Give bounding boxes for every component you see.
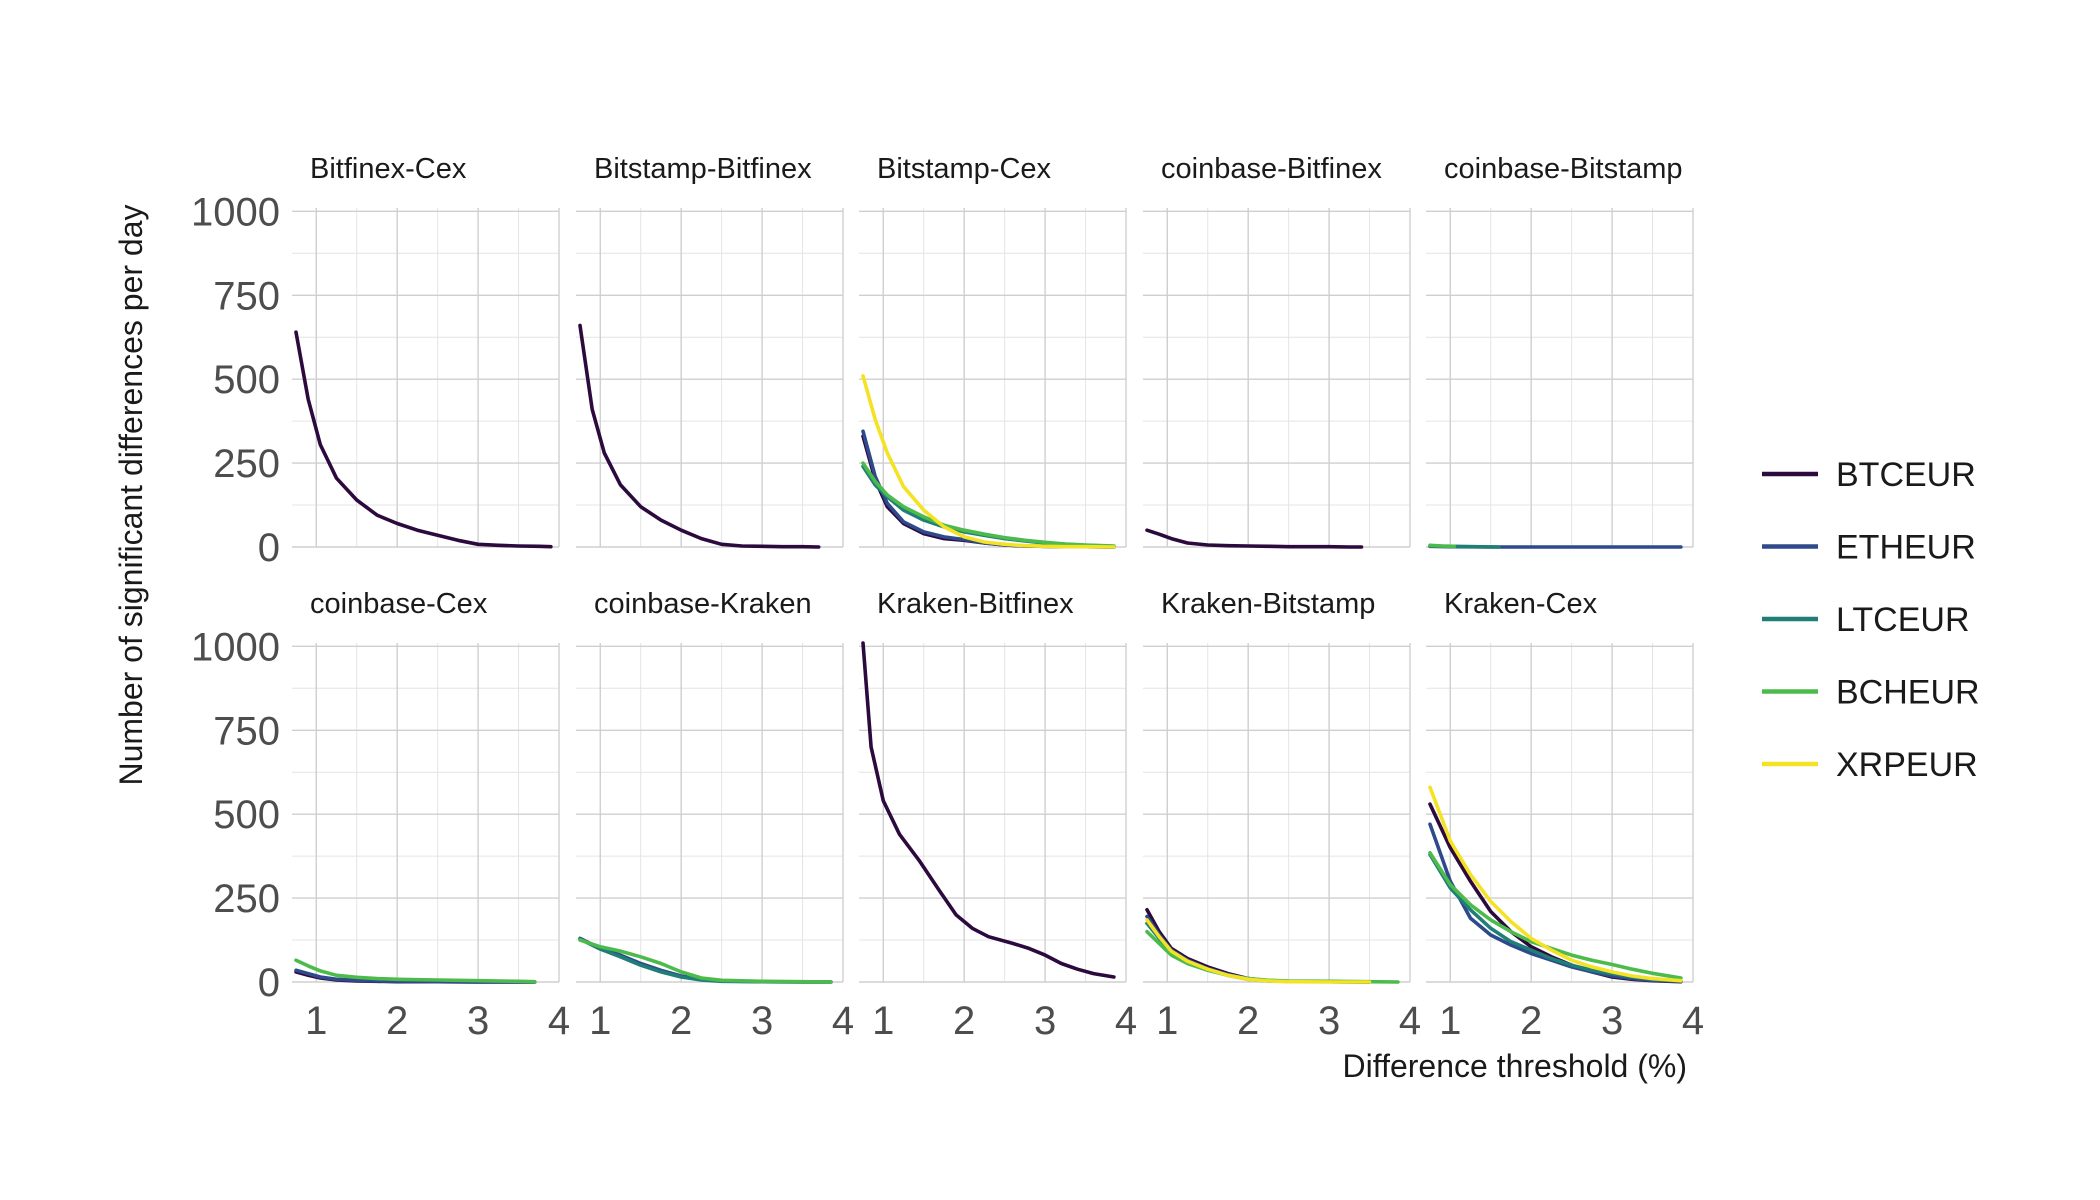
series-line-btceur [861,641,1116,979]
x-tick-label: 2 [670,999,692,1043]
panel-title: coinbase-Cex [310,588,488,620]
x-tick-label: 4 [1115,999,1137,1043]
x-tick-label: 2 [386,999,408,1043]
x-tick-label: 1 [1156,999,1178,1043]
panel: Kraken-Cex 1 2 3 4 [1426,588,1704,1043]
x-tick-label: 3 [1034,999,1056,1043]
x-tick-label: 4 [1399,999,1421,1043]
legend-label: LTCEUR [1836,601,1970,639]
legend-label: BTCEUR [1836,456,1976,494]
legend: BTCEUR ETHEUR LTCEUR BCHEUR XRPEUR [1762,456,1980,784]
panel: coinbase-Bitstamp [1426,153,1694,549]
x-tick-label: 3 [1601,999,1623,1043]
panel-title: Bitfinex-Cex [310,153,467,185]
x-axis-title: Difference threshold (%) [1343,1048,1687,1084]
x-tick-label: 2 [1237,999,1259,1043]
panel-title: Bitstamp-Cex [877,153,1052,185]
panel-title: coinbase-Bitfinex [1161,153,1382,185]
panel: Bitstamp-Bitfinex [576,153,844,549]
series-line-btceur [861,434,1116,549]
panel: Kraken-Bitstamp 1 2 3 4 [1143,588,1421,1043]
legend-label: ETHEUR [1836,529,1976,567]
series-line-btceur [578,323,821,549]
panel: coinbase-Cex 0 250 500 750 1000 1 2 3 4 [191,588,570,1043]
y-tick-label: 750 [213,709,280,753]
legend-label: XRPEUR [1836,746,1978,784]
series-line-etheur [861,429,1116,549]
y-tick-label: 1000 [191,190,280,234]
series-line-ltceur [578,937,833,984]
y-tick-label: 250 [213,877,280,921]
y-tick-label: 500 [213,358,280,402]
x-tick-label: 4 [832,999,854,1043]
series-line-bcheur [1428,543,1457,549]
y-tick-label: 500 [213,793,280,837]
x-tick-label: 1 [1439,999,1461,1043]
panel-title: Kraken-Bitfinex [877,588,1074,620]
series-line-bcheur [578,938,833,984]
panel-title: Kraken-Bitstamp [1161,588,1375,620]
series-line-btceur [294,330,553,549]
series-line-xrpeur [1428,785,1683,983]
x-tick-label: 3 [1318,999,1340,1043]
series-line-btceur [1145,907,1372,984]
y-tick-label: 1000 [191,625,280,669]
legend-label: BCHEUR [1836,674,1980,712]
x-tick-label: 1 [872,999,894,1043]
x-tick-label: 3 [751,999,773,1043]
series-line-btceur [1145,528,1364,549]
x-tick-label: 1 [589,999,611,1043]
y-tick-label: 0 [258,961,280,1005]
panel: coinbase-Kraken 1 2 3 4 [576,588,854,1043]
x-tick-label: 4 [1682,999,1704,1043]
panel: Bitstamp-Cex [859,153,1127,549]
y-tick-label: 750 [213,274,280,318]
series-line-etheur [578,936,833,984]
series-line-etheur [1145,914,1372,984]
x-tick-label: 4 [548,999,570,1043]
y-tick-label: 250 [213,442,280,486]
panel-title: Kraken-Cex [1444,588,1598,620]
panel-title: coinbase-Bitstamp [1444,153,1683,185]
x-tick-label: 2 [953,999,975,1043]
y-tick-label: 0 [258,526,280,570]
y-axis-title: Number of significant differences per da… [113,204,149,785]
series-line-xrpeur [1145,918,1372,984]
panel: coinbase-Bitfinex [1143,153,1411,549]
x-tick-label: 3 [467,999,489,1043]
panels-layer: Bitfinex-Cex 0 250 500 750 1000 Bitstamp-Bitfi… [191,153,1704,1043]
panel-title: coinbase-Kraken [594,588,812,620]
panel: Kraken-Bitfinex 1 2 3 4 [859,588,1137,1043]
x-tick-label: 2 [1520,999,1542,1043]
panel-title: Bitstamp-Bitfinex [594,153,812,185]
x-tick-label: 1 [305,999,327,1043]
panel: Bitfinex-Cex 0 250 500 750 1000 [191,153,560,570]
series-line-btceur [1428,802,1683,984]
series-line-xrpeur [861,373,1116,549]
series-line-bcheur [294,958,537,984]
series-line-bcheur [861,461,1116,548]
